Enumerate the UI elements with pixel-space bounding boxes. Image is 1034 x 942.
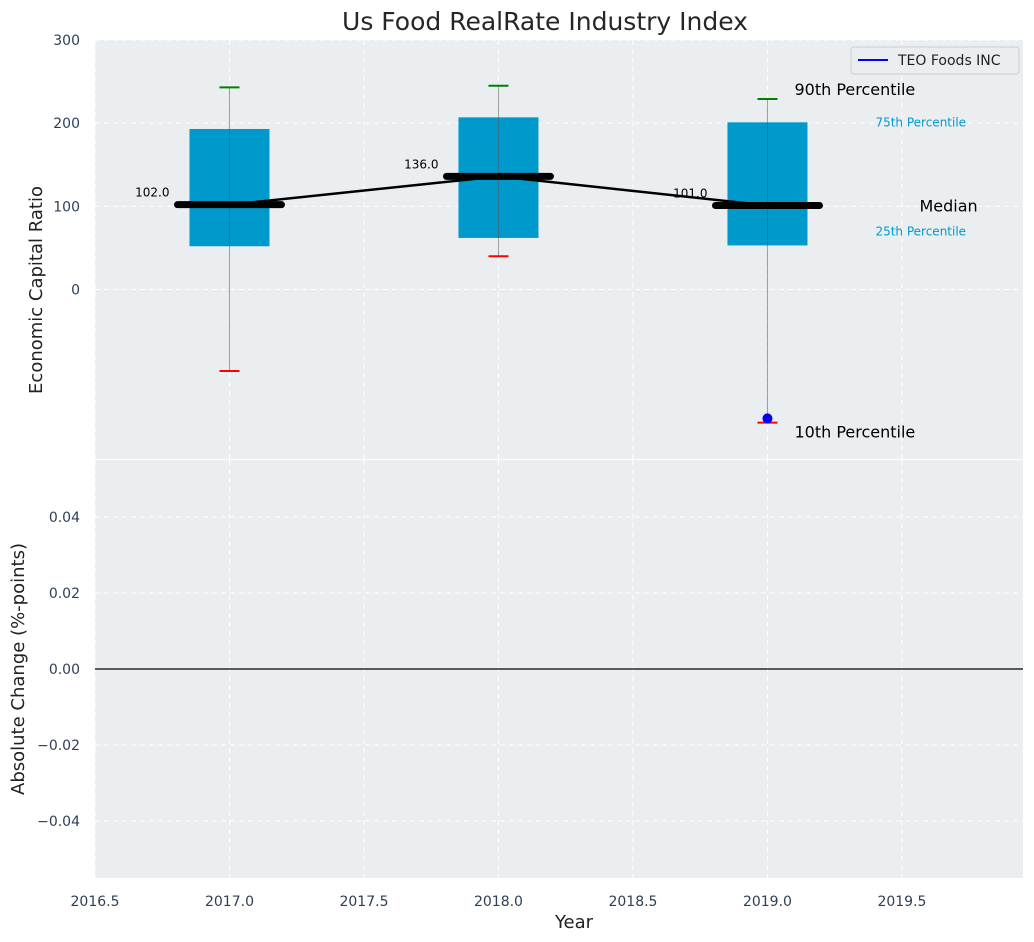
top-y-tick-label: 300	[53, 33, 80, 49]
median-value-label: 102.0	[135, 186, 169, 200]
chart-title: Us Food RealRate Industry Index	[342, 7, 748, 36]
legend-box	[850, 46, 1020, 75]
percentile-annotations: 90th Percentile 75th Percentile Median 2…	[794, 80, 977, 442]
x-tick-label: 2017.5	[339, 894, 388, 910]
bottom-y-tick-label: −0.04	[37, 814, 80, 830]
median-trend-line	[229, 175, 768, 207]
bottom-y-axis-label: Absolute Change (%-points)	[8, 543, 29, 795]
box-2019: 101.0	[673, 98, 823, 424]
top-panel: 102.0 136.0 101.0 0 100 200 300 Economic Capi…	[26, 33, 1023, 461]
top-panel-background	[95, 40, 1023, 460]
x-tick-label: 2016.5	[71, 894, 120, 910]
bottom-y-tick-label: 0.02	[49, 586, 80, 602]
top-y-axis-label: Economic Capital Ratio	[26, 186, 47, 394]
top-y-ticks: 0 100 200 300	[53, 33, 80, 299]
x-axis-label: Year	[554, 912, 594, 933]
bottom-y-tick-label: 0.00	[49, 662, 80, 678]
x-tick-label: 2018.5	[608, 894, 657, 910]
median-trend	[229, 175, 773, 424]
x-tick-label: 2018.0	[474, 894, 523, 910]
bottom-y-ticks: −0.04 −0.02 0.00 0.02 0.04	[37, 510, 80, 830]
top-y-tick-label: 100	[53, 199, 80, 215]
legend-label: TEO Foods INC	[897, 53, 1001, 69]
bottom-y-tick-label: 0.04	[49, 510, 80, 526]
top-y-tick-label: 0	[71, 283, 80, 299]
annotation-10th-percentile: 10th Percentile	[794, 423, 915, 442]
median-value-label: 136.0	[404, 157, 438, 171]
x-tick-label: 2019.0	[743, 894, 792, 910]
legend: TEO Foods INC	[850, 46, 1020, 75]
x-tick-label: 2019.5	[877, 894, 926, 910]
x-tick-label: 2017.0	[205, 894, 254, 910]
x-ticks: 2016.5 2017.0 2017.5 2018.0 2018.5 2019.0 2019…	[71, 894, 927, 910]
annotation-25th-percentile: 25th Percentile	[875, 224, 966, 238]
company-point	[762, 413, 773, 424]
annotation-90th-percentile: 90th Percentile	[794, 80, 915, 99]
annotation-75th-percentile: 75th Percentile	[875, 115, 966, 129]
bottom-panel: −0.04 −0.02 0.00 0.02 0.04 2016.5 2017.0 2017.…	[8, 460, 1023, 933]
top-y-tick-label: 200	[53, 116, 80, 132]
annotation-median: Median	[919, 197, 977, 216]
bottom-y-tick-label: −0.02	[37, 738, 80, 754]
